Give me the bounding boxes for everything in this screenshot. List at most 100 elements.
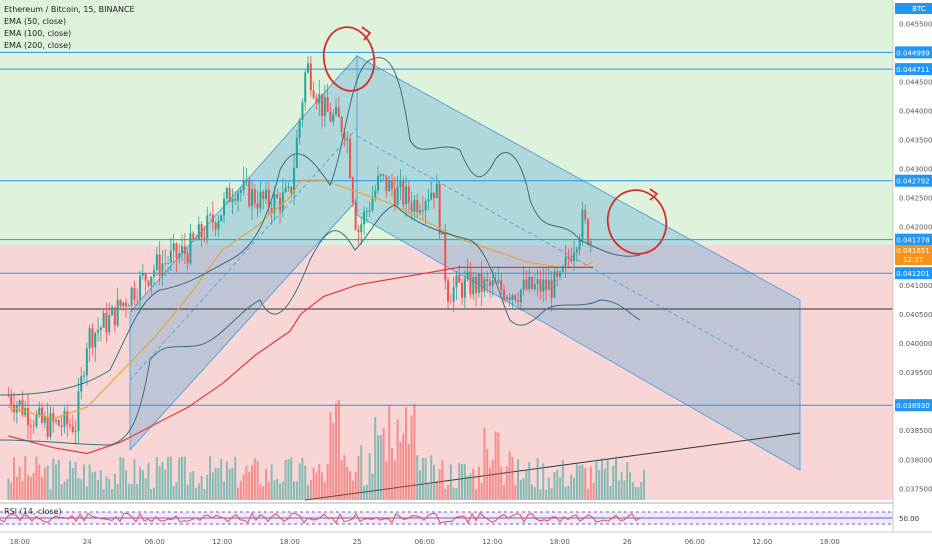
volume-bar [419, 470, 422, 500]
volume-bar [595, 459, 598, 500]
candle-body [66, 411, 69, 425]
candle-body [265, 189, 268, 199]
candle-body [183, 246, 186, 254]
volume-bar [332, 422, 335, 500]
indicator-ema200[interactable]: EMA (200, close) [4, 41, 71, 50]
volume-bar [360, 445, 363, 500]
candle-body [18, 400, 21, 406]
volume-bar [71, 468, 74, 500]
candle-body [326, 97, 329, 112]
volume-bar [575, 464, 578, 500]
volume-bar [43, 467, 46, 500]
volume-bar [186, 484, 189, 500]
candle-body [55, 419, 58, 422]
candle-body [335, 107, 338, 115]
candle-body [393, 188, 396, 205]
volume-bar [228, 469, 231, 500]
candle-body [309, 63, 312, 91]
candle-body [377, 175, 380, 191]
volume-bar [435, 482, 438, 500]
rsi-label: RSI (14, close) [4, 507, 62, 516]
volume-bar [388, 405, 391, 500]
candle-body [245, 179, 248, 181]
candle-body [514, 295, 517, 301]
price-axis[interactable] [893, 0, 932, 532]
candle-body [559, 271, 562, 277]
time-axis[interactable] [0, 532, 932, 550]
candle-body [410, 202, 413, 212]
level-label: 0.044711 [896, 66, 929, 74]
candle-body [461, 282, 464, 298]
current-price-badge: 0.041651 12:37 [895, 245, 932, 265]
candle-body [242, 180, 245, 191]
time-tick-label: 24 [83, 538, 92, 546]
volume-bar [150, 489, 153, 500]
currency-badge: BTC [895, 3, 932, 14]
candle-body [500, 280, 503, 290]
volume-bar [29, 476, 32, 500]
candle-body [511, 295, 514, 300]
volume-bar [444, 488, 447, 500]
candle-body [564, 256, 567, 267]
volume-bar [116, 483, 119, 500]
volume-bar [637, 487, 640, 500]
volume-bar [256, 461, 259, 500]
candle-body [69, 424, 72, 426]
volume-bar [466, 475, 469, 500]
volume-bar [57, 459, 60, 500]
candle-body [447, 280, 450, 302]
volume-bar [486, 449, 489, 500]
volume-bar [83, 464, 86, 500]
volume-bar [584, 468, 587, 500]
candle-body [444, 232, 447, 281]
volume-bar [147, 462, 150, 500]
volume-bar [430, 455, 433, 500]
ema50-line [8, 179, 594, 420]
level-labels: 0.044999 0.044711 0.042792 0.041778 0.041201… [895, 46, 932, 412]
candle-body [88, 328, 91, 349]
volume-bar [259, 484, 262, 500]
candle-body [589, 241, 592, 244]
volume-bar [130, 483, 133, 500]
volume-bar [550, 488, 553, 500]
candle-body [57, 419, 60, 426]
price-tick-label: 0.044000 [899, 107, 932, 115]
time-tick-label: 06:00 [415, 538, 435, 546]
volume-bar [38, 464, 41, 500]
candle-body [528, 276, 531, 290]
candle-body [382, 174, 385, 176]
volume-bar [452, 487, 455, 500]
volume-bar [458, 462, 461, 500]
indicator-ema50[interactable]: EMA (50, close) [4, 17, 66, 26]
volume-bar [119, 457, 122, 500]
candle-body [396, 186, 399, 205]
candle-body [458, 275, 461, 283]
symbol-title[interactable]: Ethereum / Bitcoin, 15, BINANCE [4, 5, 135, 14]
volume-bar [183, 456, 186, 500]
volume-bar [24, 456, 27, 500]
volume-bar [273, 480, 276, 500]
candle-body [125, 302, 128, 307]
descending-channel-midline [356, 135, 801, 386]
candle-body [186, 253, 189, 264]
candle-body [209, 214, 212, 216]
indicator-ema100[interactable]: EMA (100, close) [4, 29, 71, 38]
volume-bar [15, 476, 18, 500]
volume-bar [158, 466, 161, 500]
volume-bar [195, 488, 198, 500]
volume-bar [248, 471, 251, 500]
volume-bar [357, 456, 360, 500]
volume-bar [307, 485, 310, 500]
price-tick-label: 0.037500 [899, 485, 932, 493]
volume-bar [80, 478, 83, 500]
volume-bar [329, 412, 332, 500]
price-tick-label: 0.042500 [899, 195, 932, 203]
candle-body [508, 297, 511, 300]
volume-bar [351, 480, 354, 500]
volume-bar [483, 427, 486, 500]
candle-body [550, 280, 553, 298]
volume-bar [536, 458, 539, 500]
volume-bar [354, 471, 357, 500]
